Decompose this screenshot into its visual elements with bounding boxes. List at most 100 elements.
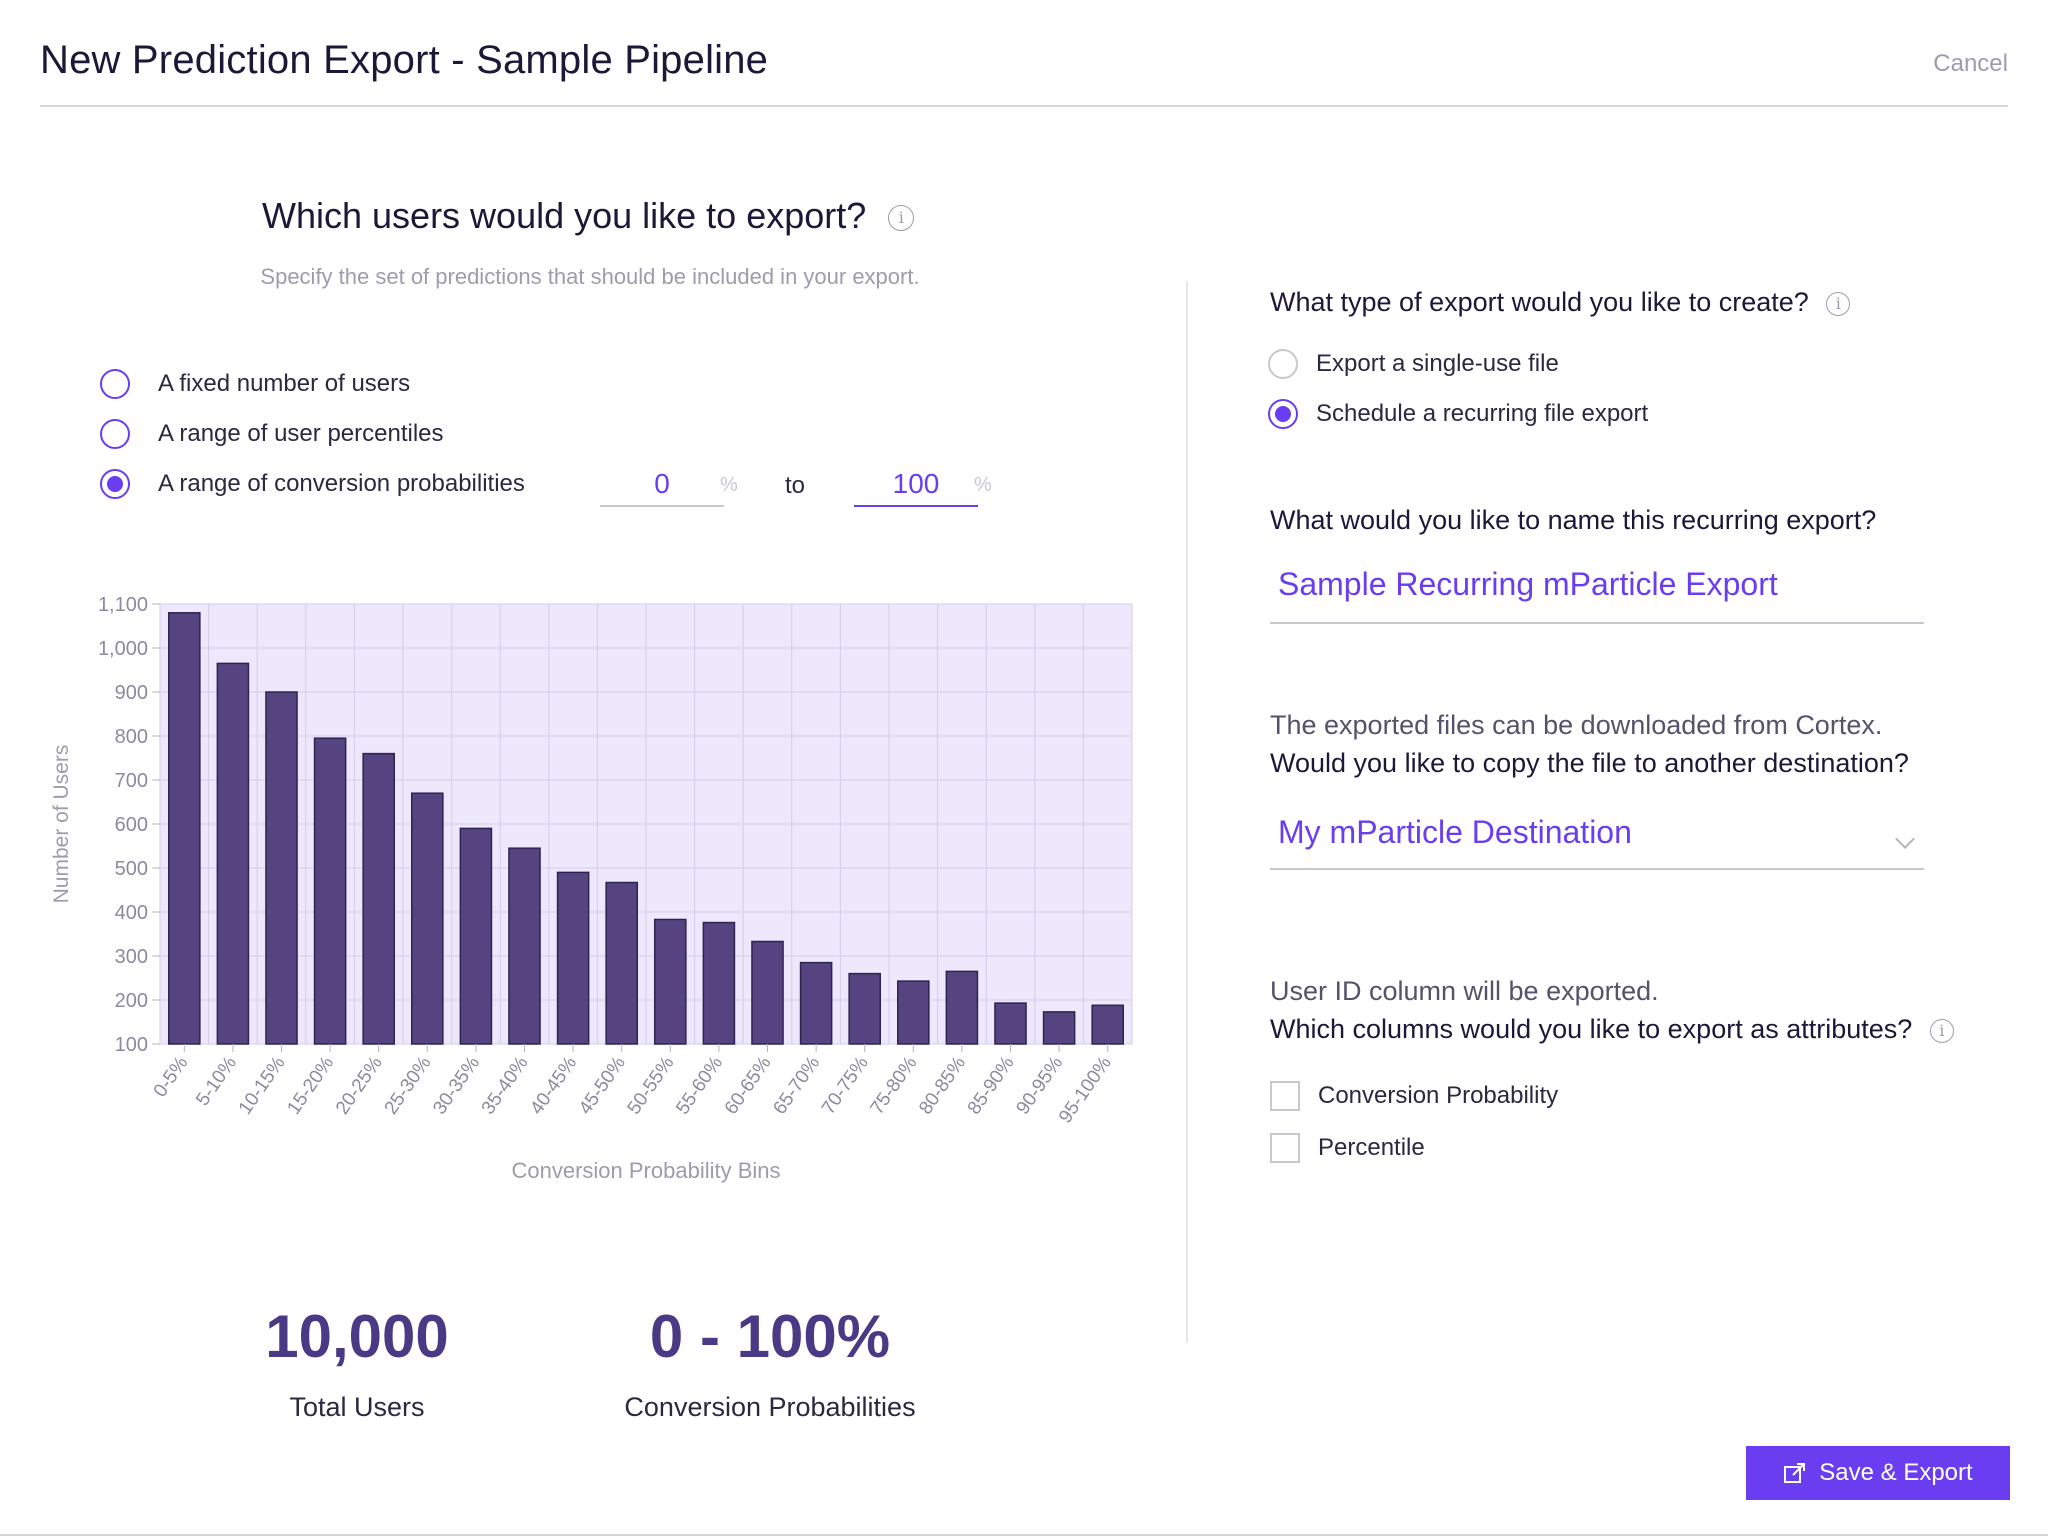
x-tick-label: 55-60% xyxy=(672,1053,727,1119)
checkbox-conversion-probability[interactable]: Conversion Probability xyxy=(1270,1081,1558,1111)
option-recurring-export[interactable]: Schedule a recurring file export xyxy=(1268,399,1648,429)
x-tick-label: 65-70% xyxy=(769,1053,824,1119)
info-icon[interactable]: i xyxy=(888,205,915,232)
y-tick-label: 900 xyxy=(115,682,148,704)
checkbox-percentile[interactable]: Percentile xyxy=(1270,1133,1425,1163)
users-section-subtitle: Specify the set of predictions that shou… xyxy=(260,264,920,289)
columns-question: Which columns would you like to export a… xyxy=(1270,1014,1954,1045)
save-export-button[interactable]: Save & Export xyxy=(1746,1446,2010,1500)
option-user-percentiles[interactable]: A range of user percentiles xyxy=(100,419,444,449)
total-users-label: Total Users xyxy=(289,1392,425,1422)
y-tick-label: 200 xyxy=(115,990,148,1012)
chart-bar xyxy=(848,972,882,1045)
header-divider xyxy=(40,105,2008,107)
chart-bar xyxy=(945,970,979,1045)
chart-bar xyxy=(751,940,784,1045)
y-tick-label: 1,100 xyxy=(98,594,148,616)
option-single-use-file[interactable]: Export a single-use file xyxy=(1268,349,1559,379)
y-tick-label: 600 xyxy=(115,814,148,836)
chart-bar xyxy=(313,737,347,1045)
x-tick-label: 60-65% xyxy=(721,1053,776,1119)
x-tick-label: 0-5% xyxy=(150,1053,193,1101)
radio-button[interactable] xyxy=(100,369,130,399)
range-to-label: to xyxy=(785,472,806,499)
range-to-input[interactable] xyxy=(854,463,978,507)
probability-range-label: Conversion Probabilities xyxy=(624,1392,916,1422)
x-tick-label: 30-35% xyxy=(429,1053,484,1119)
range-to-unit: % xyxy=(974,474,992,496)
x-tick-label: 50-55% xyxy=(624,1053,679,1119)
y-tick-label: 800 xyxy=(115,726,148,748)
x-tick-label: 20-25% xyxy=(332,1053,387,1119)
checkbox[interactable] xyxy=(1270,1081,1300,1111)
x-tick-label: 40-45% xyxy=(526,1053,581,1119)
radio-button[interactable] xyxy=(100,419,130,449)
option-fixed-number[interactable]: A fixed number of users xyxy=(100,369,410,399)
cancel-link[interactable]: Cancel xyxy=(1933,50,2008,77)
radio-button-selected[interactable] xyxy=(1268,399,1298,429)
radio-button-selected[interactable] xyxy=(100,469,130,499)
chart-bar xyxy=(410,792,444,1045)
column-divider xyxy=(1186,282,1188,1342)
x-tick-label: 25-30% xyxy=(381,1053,436,1119)
chart-bar xyxy=(167,612,201,1045)
x-tick-label: 5-10% xyxy=(192,1053,241,1110)
save-export-label: Save & Export xyxy=(1819,1459,1973,1486)
chart-bar xyxy=(1091,1004,1125,1045)
chart-bar xyxy=(605,881,639,1045)
y-tick-label: 700 xyxy=(115,770,148,792)
y-axis-title: Number of Users xyxy=(50,745,73,904)
chart-bar xyxy=(653,918,687,1045)
info-icon[interactable]: i xyxy=(1826,291,1851,316)
option-label: A range of conversion probabilities xyxy=(158,470,525,497)
radio-button[interactable] xyxy=(1268,349,1298,379)
x-tick-label: 10-15% xyxy=(235,1053,290,1119)
checkbox-label: Percentile xyxy=(1318,1134,1425,1161)
page-title: New Prediction Export - Sample Pipeline xyxy=(40,38,769,82)
x-tick-label: 15-20% xyxy=(283,1053,338,1119)
chart-bar xyxy=(896,980,930,1045)
conversion-histogram-chart: 100 200 300 400 500 600 700 800 900 1,000 1,100 0-5… xyxy=(50,594,1133,1183)
x-tick-label: 75-80% xyxy=(867,1053,922,1119)
external-link-icon xyxy=(1784,1463,1806,1483)
checkbox-label: Conversion Probability xyxy=(1318,1082,1559,1109)
x-tick-label: 45-50% xyxy=(575,1053,630,1119)
option-label: Export a single-use file xyxy=(1316,350,1559,377)
export-name-field[interactable]: Sample Recurring mParticle Export xyxy=(1270,566,1924,624)
option-conversion-probabilities[interactable]: A range of conversion probabilities xyxy=(100,469,525,499)
chart-bar xyxy=(799,961,833,1045)
chart-bar xyxy=(994,1002,1027,1045)
probability-range-value: 0 - 100% xyxy=(649,1303,891,1370)
destination-select[interactable]: My mParticle Destination xyxy=(1270,814,1924,870)
export-type-question-text: What type of export would you like to cr… xyxy=(1270,287,1809,317)
x-axis-title: Conversion Probability Bins xyxy=(511,1158,780,1183)
chart-bar xyxy=(508,847,541,1045)
footer-divider xyxy=(0,1534,2048,1536)
y-tick-label: 1,000 xyxy=(98,638,148,660)
y-tick-label: 400 xyxy=(115,902,148,924)
destination-value: My mParticle Destination xyxy=(1278,814,1632,850)
total-users-value: 10,000 xyxy=(265,1303,449,1370)
chevron-down-icon xyxy=(1895,829,1915,849)
chart-bar xyxy=(1042,1011,1076,1045)
y-tick-label: 100 xyxy=(115,1034,148,1056)
info-icon[interactable]: i xyxy=(1929,1018,1954,1043)
chart-bar xyxy=(362,752,396,1045)
destination-info: The exported files can be downloaded fro… xyxy=(1270,710,1883,740)
destination-question: Would you like to copy the file to anoth… xyxy=(1270,748,1909,778)
chart-bar xyxy=(265,691,298,1045)
chart-bar xyxy=(216,662,250,1045)
chart-bar xyxy=(459,827,493,1045)
export-name-question: What would you like to name this recurri… xyxy=(1270,505,1877,535)
range-from-input[interactable] xyxy=(600,463,724,507)
x-tick-label: 35-40% xyxy=(478,1053,533,1119)
columns-info: User ID column will be exported. xyxy=(1270,976,1659,1006)
users-section-title-text: Which users would you like to export? xyxy=(262,195,867,236)
export-type-question: What type of export would you like to cr… xyxy=(1270,287,1851,318)
option-label: A range of user percentiles xyxy=(158,420,444,447)
columns-question-text: Which columns would you like to export a… xyxy=(1270,1014,1913,1044)
y-tick-label: 300 xyxy=(115,946,148,968)
chart-bar xyxy=(556,871,590,1045)
checkbox[interactable] xyxy=(1270,1133,1300,1163)
export-name-value: Sample Recurring mParticle Export xyxy=(1278,566,1778,602)
